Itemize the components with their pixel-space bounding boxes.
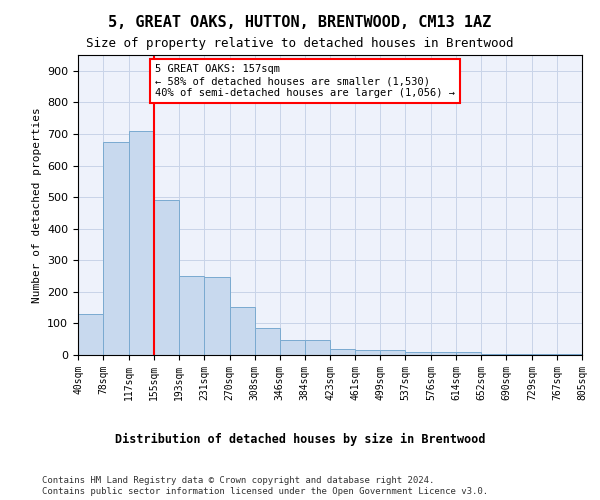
Bar [204,276,230,355]
Bar [103,142,129,355]
Y-axis label: Number of detached properties: Number of detached properties [32,107,41,303]
Bar [331,348,355,355]
Bar [230,307,254,355]
Bar [380,350,406,355]
Bar [305,340,331,355]
Bar [129,131,154,355]
Bar [254,328,280,355]
Bar [456,352,481,355]
Text: Contains HM Land Registry data © Crown copyright and database right 2024.: Contains HM Land Registry data © Crown c… [42,476,434,485]
Bar [355,350,380,355]
Text: Size of property relative to detached houses in Brentwood: Size of property relative to detached ho… [86,38,514,51]
Text: 5, GREAT OAKS, HUTTON, BRENTWOOD, CM13 1AZ: 5, GREAT OAKS, HUTTON, BRENTWOOD, CM13 1… [109,15,491,30]
Text: 5 GREAT OAKS: 157sqm
← 58% of detached houses are smaller (1,530)
40% of semi-de: 5 GREAT OAKS: 157sqm ← 58% of detached h… [155,64,455,98]
Bar [481,354,506,355]
Bar [280,340,305,355]
Text: Distribution of detached houses by size in Brentwood: Distribution of detached houses by size … [115,432,485,446]
Bar [154,200,179,355]
Bar [406,352,431,355]
Bar [179,276,204,355]
Bar [557,354,582,355]
Bar [506,354,532,355]
Bar [532,354,557,355]
Bar [431,352,456,355]
Bar [78,314,103,355]
Text: Contains public sector information licensed under the Open Government Licence v3: Contains public sector information licen… [42,488,488,496]
